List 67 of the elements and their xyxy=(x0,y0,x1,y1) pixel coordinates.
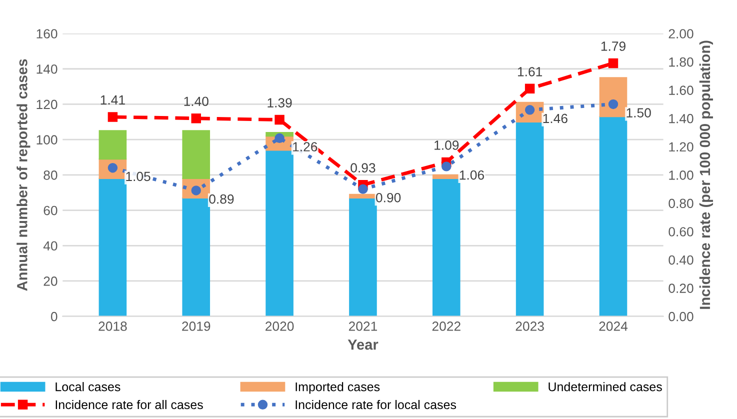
data-label: 1.09 xyxy=(434,140,459,150)
point xyxy=(608,99,618,110)
bar xyxy=(266,150,294,316)
legend-label: Undetermined cases xyxy=(548,382,662,392)
y2-tick-label: 0.20 xyxy=(668,284,694,293)
data-label: 1.41 xyxy=(100,95,125,104)
bar xyxy=(516,121,544,316)
y2-tick-label: 1.80 xyxy=(669,57,694,67)
data-label: 0.90 xyxy=(376,192,401,202)
bar xyxy=(98,130,127,160)
data-label: 1.26 xyxy=(293,142,318,152)
data-label: 1.50 xyxy=(626,108,651,118)
y-tick-label: 140 xyxy=(36,64,58,74)
y-tick-label: 160 xyxy=(36,29,58,38)
y2-axis-title: Incidence rate (per 100 000 population) xyxy=(699,40,713,309)
y2-tick-label: 0.00 xyxy=(668,312,694,322)
bar xyxy=(349,197,377,316)
data-label: 1.40 xyxy=(184,96,208,106)
point xyxy=(191,114,201,124)
data-label: 1.46 xyxy=(543,114,568,124)
y2-tick-label: 0.80 xyxy=(668,198,694,208)
point xyxy=(442,162,452,172)
legend-label: Local cases xyxy=(56,382,120,392)
y2-tick-label: 1.20 xyxy=(669,142,694,152)
bar xyxy=(182,130,210,180)
y-tick-label: 40 xyxy=(43,241,58,251)
x-tick-label: 2023 xyxy=(516,322,544,331)
point xyxy=(108,112,118,122)
data-label: 1.05 xyxy=(126,172,150,182)
y2-tick-label: 2.00 xyxy=(668,29,694,38)
y-tick-label: 80 xyxy=(44,170,58,180)
y-tick-label: 100 xyxy=(36,135,58,144)
y2-tick-label: 0.60 xyxy=(668,227,694,236)
x-tick-label: 2022 xyxy=(432,322,460,331)
x-tick-label: 2024 xyxy=(599,322,628,331)
bar xyxy=(599,77,628,118)
bar xyxy=(432,178,460,316)
x-tick-label: 2021 xyxy=(348,322,378,331)
data-label: 1.79 xyxy=(601,42,626,51)
bar xyxy=(599,116,628,316)
y-tick-label: 120 xyxy=(36,100,58,110)
y-tick-label: 20 xyxy=(44,276,58,286)
legend-label: Imported cases xyxy=(296,382,380,394)
x-tick-label: 2018 xyxy=(98,322,127,331)
legend-label: Incidence rate for local cases xyxy=(296,400,456,410)
point xyxy=(358,184,368,194)
x-tick-label: 2020 xyxy=(266,322,294,331)
data-label: 0.89 xyxy=(209,194,234,204)
data-label: 1.06 xyxy=(460,170,484,180)
point xyxy=(274,114,284,125)
legend-label: Incidence rate for all cases xyxy=(56,400,203,410)
y2-tick-label: 0.40 xyxy=(668,255,694,265)
x-tick-label: 2019 xyxy=(182,322,210,331)
y2-tick-label: 1.60 xyxy=(669,86,694,95)
data-label: 1.61 xyxy=(518,66,542,76)
y-axis-title: Annual number of reported cases xyxy=(16,59,30,291)
bar xyxy=(182,197,210,316)
y2-tick-label: 1.40 xyxy=(669,114,694,124)
data-label: 1.39 xyxy=(268,98,292,108)
point xyxy=(524,84,535,94)
data-label: 0.93 xyxy=(350,163,376,172)
point xyxy=(608,58,618,68)
x-axis-title: Year xyxy=(348,340,378,350)
y-tick-label: 60 xyxy=(44,206,58,216)
y-tick-label: 0 xyxy=(50,312,58,322)
bar xyxy=(98,178,127,316)
y2-tick-label: 1.00 xyxy=(669,170,694,180)
